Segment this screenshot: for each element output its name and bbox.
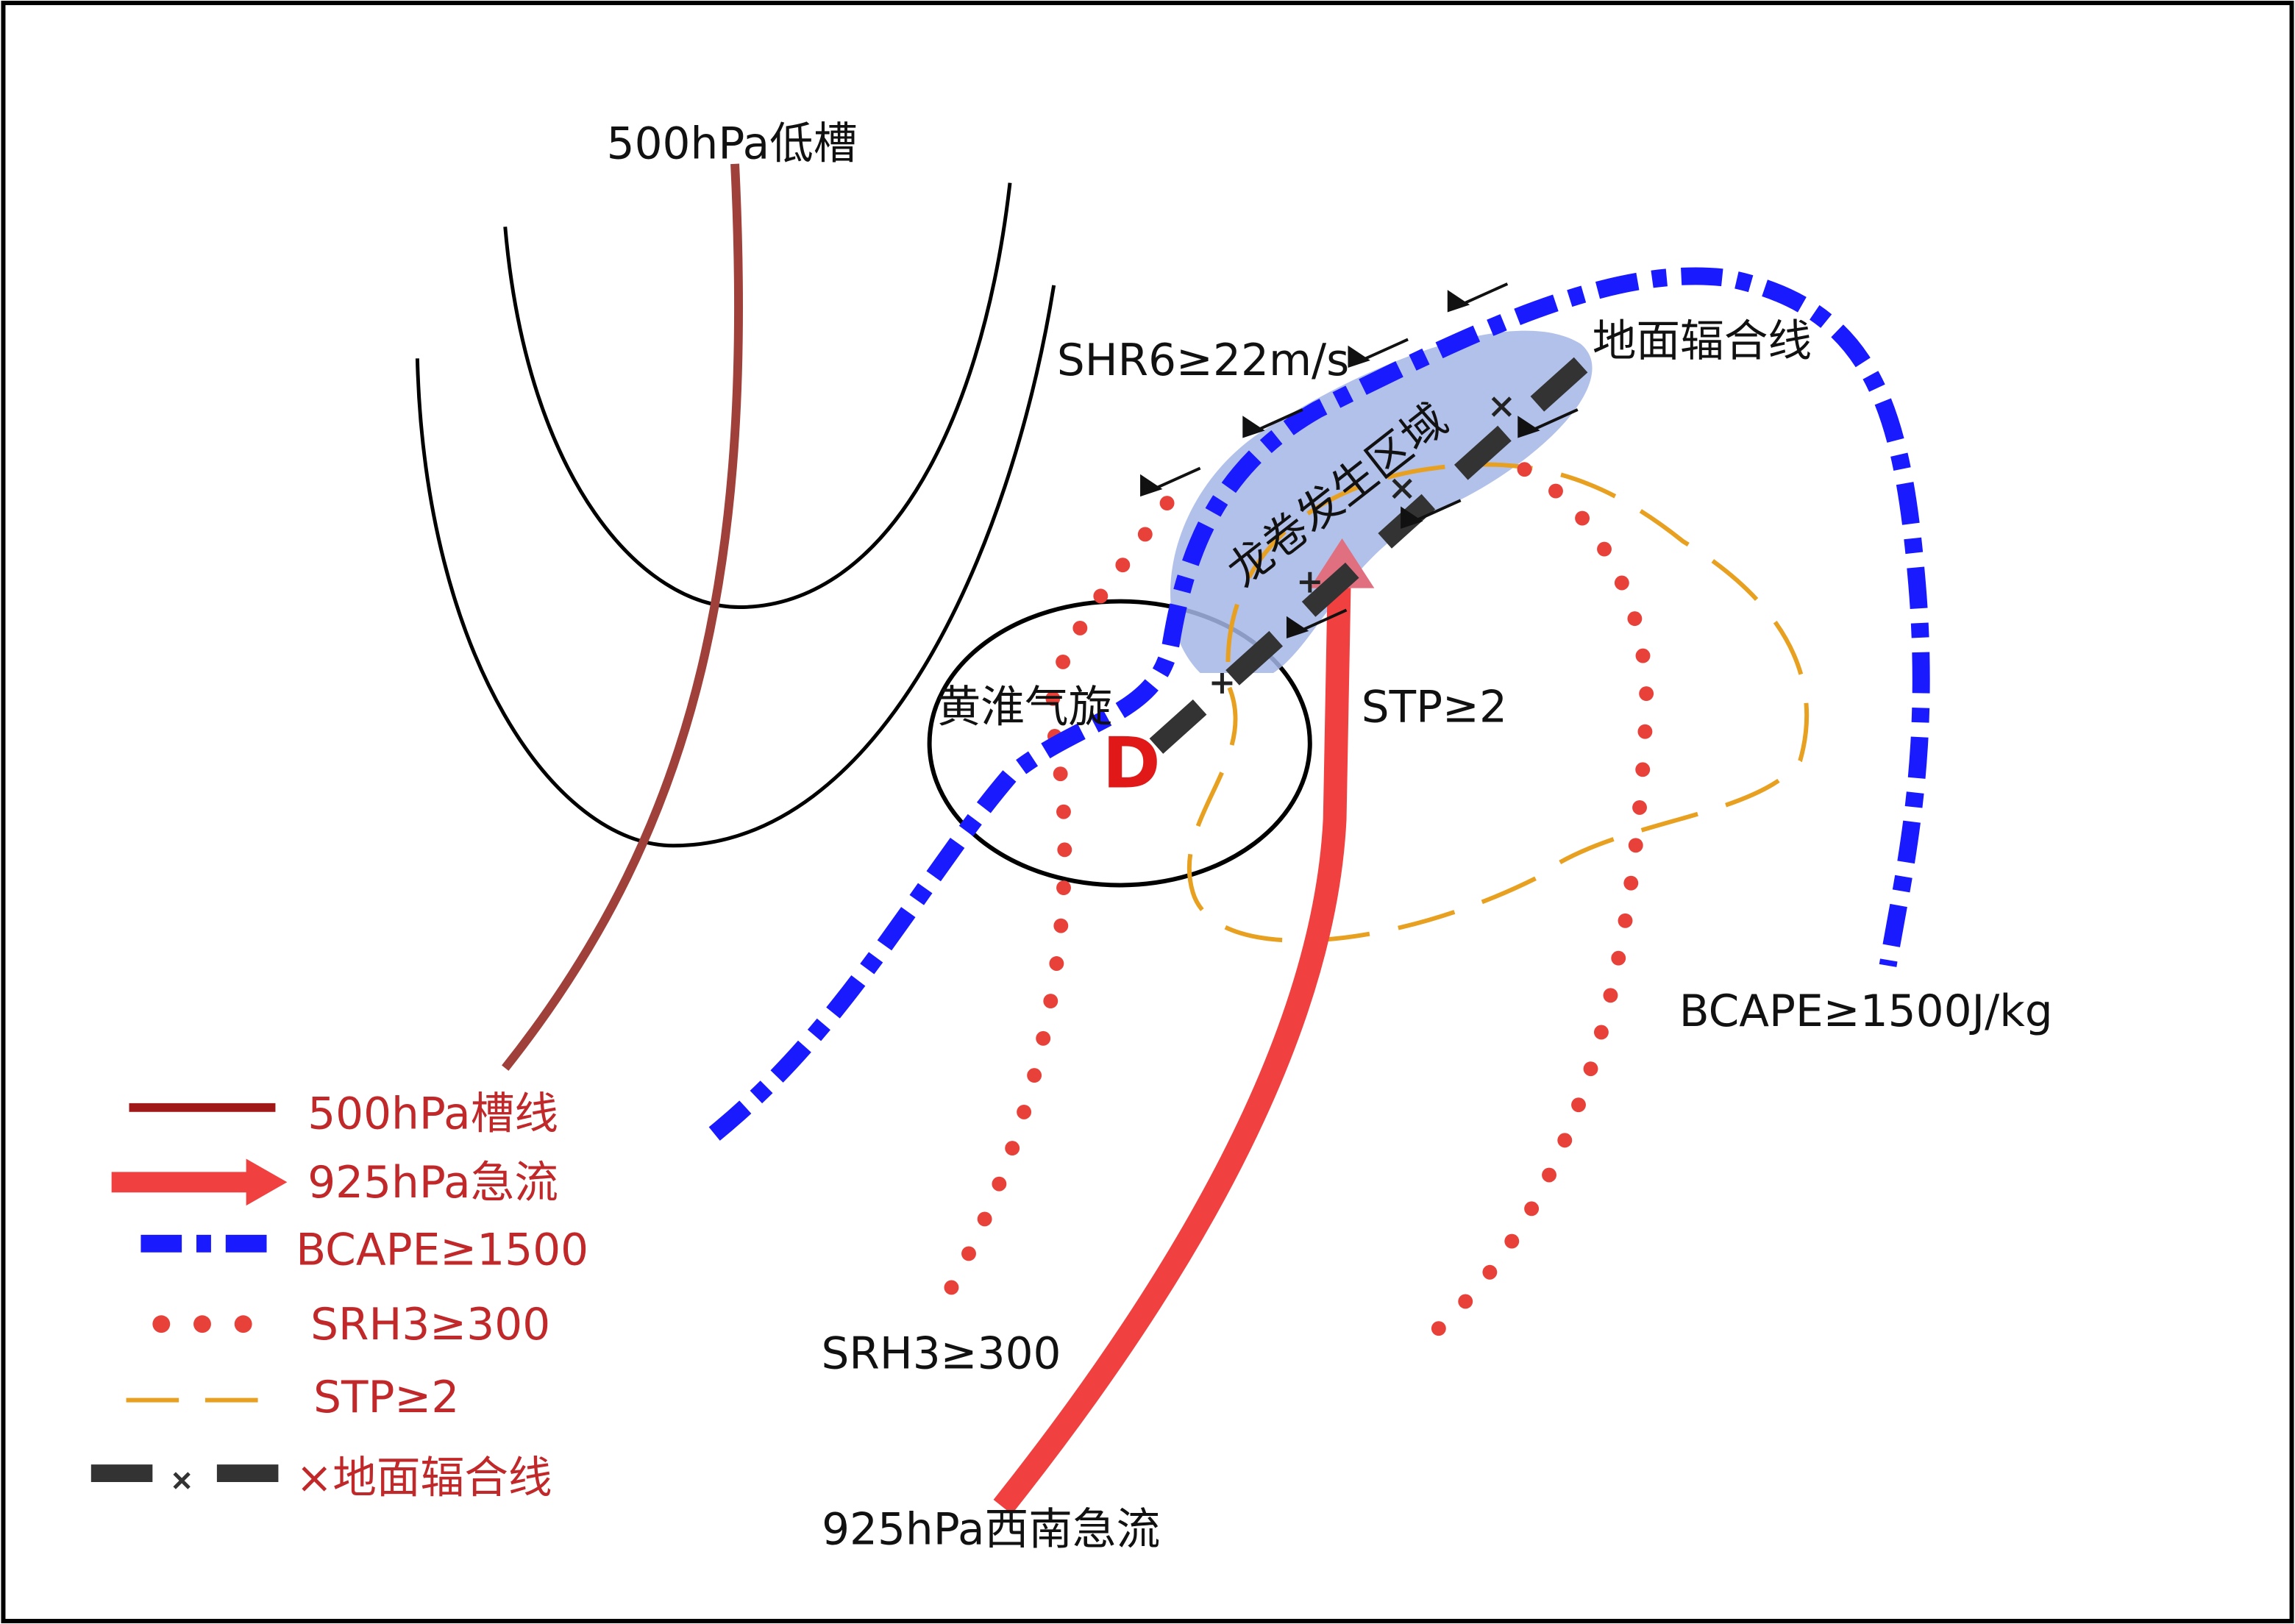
- jet-arrowhead: [1309, 538, 1375, 588]
- cyclone-circle: [927, 599, 1312, 888]
- wind-barbs: [1140, 282, 1579, 639]
- legend-label: 925hPa急流: [307, 1158, 558, 1208]
- legend-label: ×地面辐合线: [296, 1453, 552, 1504]
- convergence-label: 地面辐合线: [1593, 316, 1812, 367]
- trough-label: 500hPa低槽: [607, 119, 858, 170]
- jet-label: 925hPa西南急流: [822, 1504, 1160, 1555]
- cyclone-label: 黄淮气旋: [937, 682, 1113, 733]
- legend-label: 500hPa槽线: [307, 1089, 558, 1139]
- contour: [415, 285, 1056, 848]
- trough-line: [502, 163, 744, 1071]
- srh3-line: [944, 490, 1178, 1295]
- legend-label: SRH3≥300: [310, 1300, 550, 1350]
- jet-arrow: [993, 585, 1351, 1514]
- legend-symbol: [173, 1472, 191, 1489]
- legend-label: STP≥2: [313, 1372, 459, 1423]
- srh3-line: [1431, 460, 1654, 1336]
- stp-contour: [1186, 462, 1810, 943]
- shr6-label: SHR6≥22m/s: [1057, 335, 1349, 386]
- srh3-label: SRH3≥300: [822, 1329, 1061, 1380]
- stp-label: STP≥2: [1362, 682, 1507, 733]
- cross-marks: [1211, 396, 1512, 694]
- legend-symbol: [246, 1158, 288, 1206]
- bcape-line: [708, 267, 1930, 1141]
- bcape-label: BCAPE≥1500J/kg: [1679, 986, 2053, 1037]
- legend-label: BCAPE≥1500: [296, 1225, 588, 1275]
- legend: 500hPa槽线 925hPa急流 BCAPE≥1500 SRH3≥300 ST…: [90, 1089, 588, 1504]
- low-center: D: [1102, 722, 1160, 805]
- tornado-area: [1170, 330, 1593, 674]
- contour: [503, 182, 1012, 610]
